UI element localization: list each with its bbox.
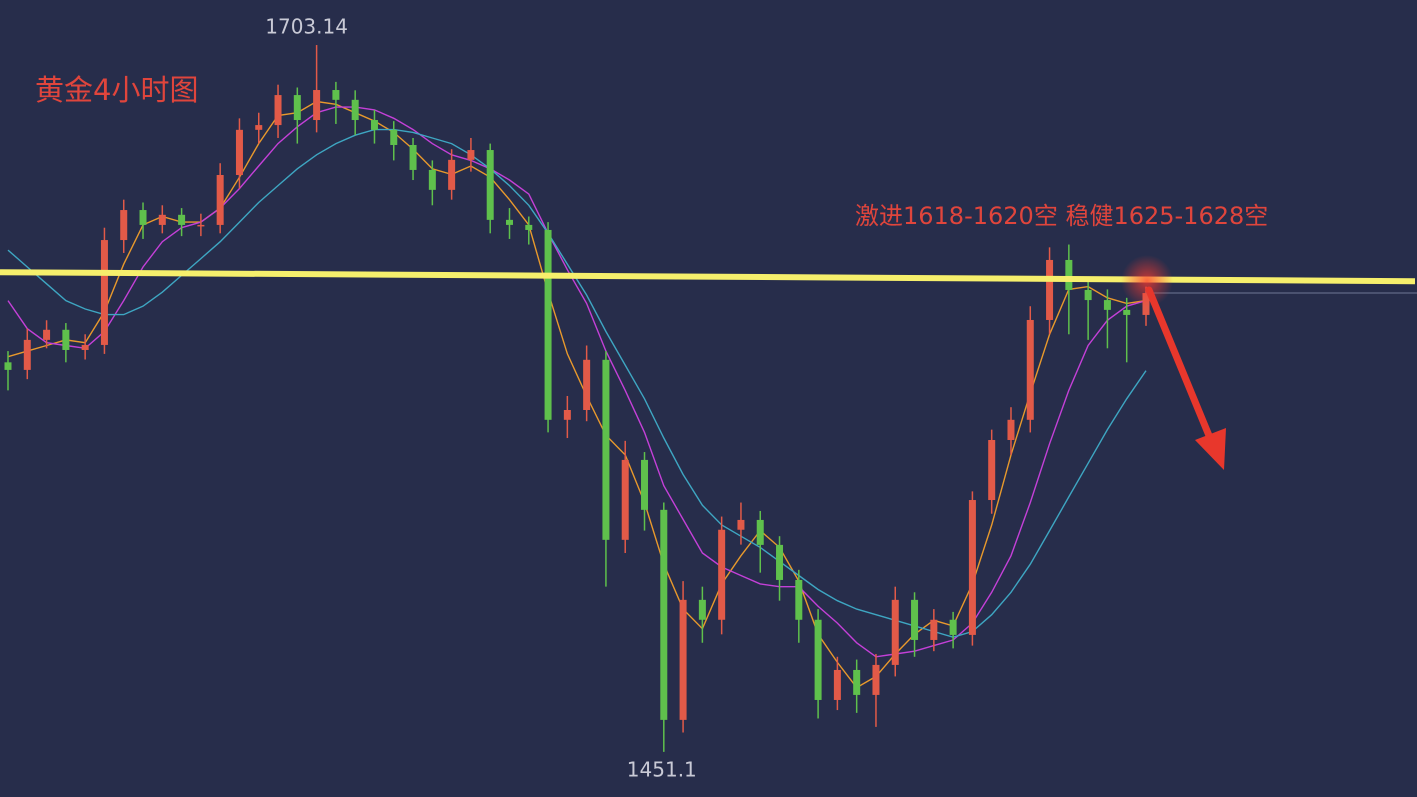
candle-body	[505, 219, 513, 225]
candle-body	[293, 95, 301, 121]
candle-body	[274, 95, 282, 126]
candle-body	[911, 599, 919, 640]
candle-body	[62, 329, 70, 350]
candle-body	[139, 210, 147, 225]
candle-body	[409, 144, 417, 170]
candle-body	[718, 529, 726, 620]
candle-body	[428, 169, 436, 190]
candle-body	[660, 509, 668, 720]
candle-body	[698, 599, 706, 620]
candle-body	[81, 344, 89, 350]
candle-body	[351, 99, 359, 121]
candle-body	[486, 150, 494, 220]
max-label: 1703.14	[265, 15, 348, 39]
candle-body	[23, 339, 31, 370]
candle-body	[795, 579, 803, 620]
candle-body	[833, 669, 841, 700]
ma-line	[7, 106, 1147, 658]
candle-body	[930, 619, 938, 640]
candle-body	[370, 120, 378, 130]
candle-body	[1065, 259, 1073, 290]
candle-body	[255, 125, 263, 130]
candle-body	[100, 240, 108, 345]
candle-body	[737, 519, 745, 530]
candle-body	[949, 619, 957, 635]
candle-body	[158, 214, 166, 225]
candle-body	[891, 599, 899, 665]
annotation: 激进1618-1620空 稳健1625-1628空	[855, 202, 1268, 230]
candle-body	[641, 459, 649, 510]
min-label: 1451.1	[627, 757, 697, 781]
candle-body	[583, 359, 591, 410]
level-line	[0, 269, 1416, 285]
candle-body	[332, 90, 340, 100]
candle-body	[872, 664, 880, 695]
candle-body	[235, 129, 243, 175]
candle-body	[43, 329, 51, 340]
arrow	[1145, 286, 1226, 470]
candle-body	[544, 229, 552, 420]
candle-body	[525, 224, 533, 230]
candle-body	[448, 159, 456, 190]
ma-line	[7, 100, 1147, 689]
candle-body	[853, 669, 861, 695]
candle-body	[756, 519, 764, 545]
candle-body	[621, 459, 629, 540]
candle-body	[390, 129, 398, 145]
candle-body	[216, 174, 224, 225]
candle-body	[1123, 309, 1131, 315]
candle-body	[1103, 300, 1111, 310]
candle-body	[1084, 289, 1092, 301]
candle-body	[178, 214, 186, 225]
candle-body	[968, 500, 976, 635]
candle-body	[4, 362, 12, 370]
candle-body	[602, 359, 610, 540]
candle-body	[776, 544, 784, 580]
candle-body	[679, 599, 687, 720]
glow	[1121, 255, 1173, 307]
candle-body	[1007, 419, 1015, 441]
chart-title: 黄金4小时图	[35, 73, 198, 107]
candle-body	[467, 150, 475, 160]
candle-body	[120, 210, 128, 241]
candle-body	[313, 90, 321, 121]
candle-body	[988, 440, 996, 501]
candle-body	[563, 409, 571, 420]
ma-line	[7, 128, 1147, 638]
candle-body	[814, 619, 822, 700]
candle-body	[1046, 259, 1054, 320]
candle-body	[1026, 319, 1034, 420]
candle-body	[197, 224, 205, 227]
